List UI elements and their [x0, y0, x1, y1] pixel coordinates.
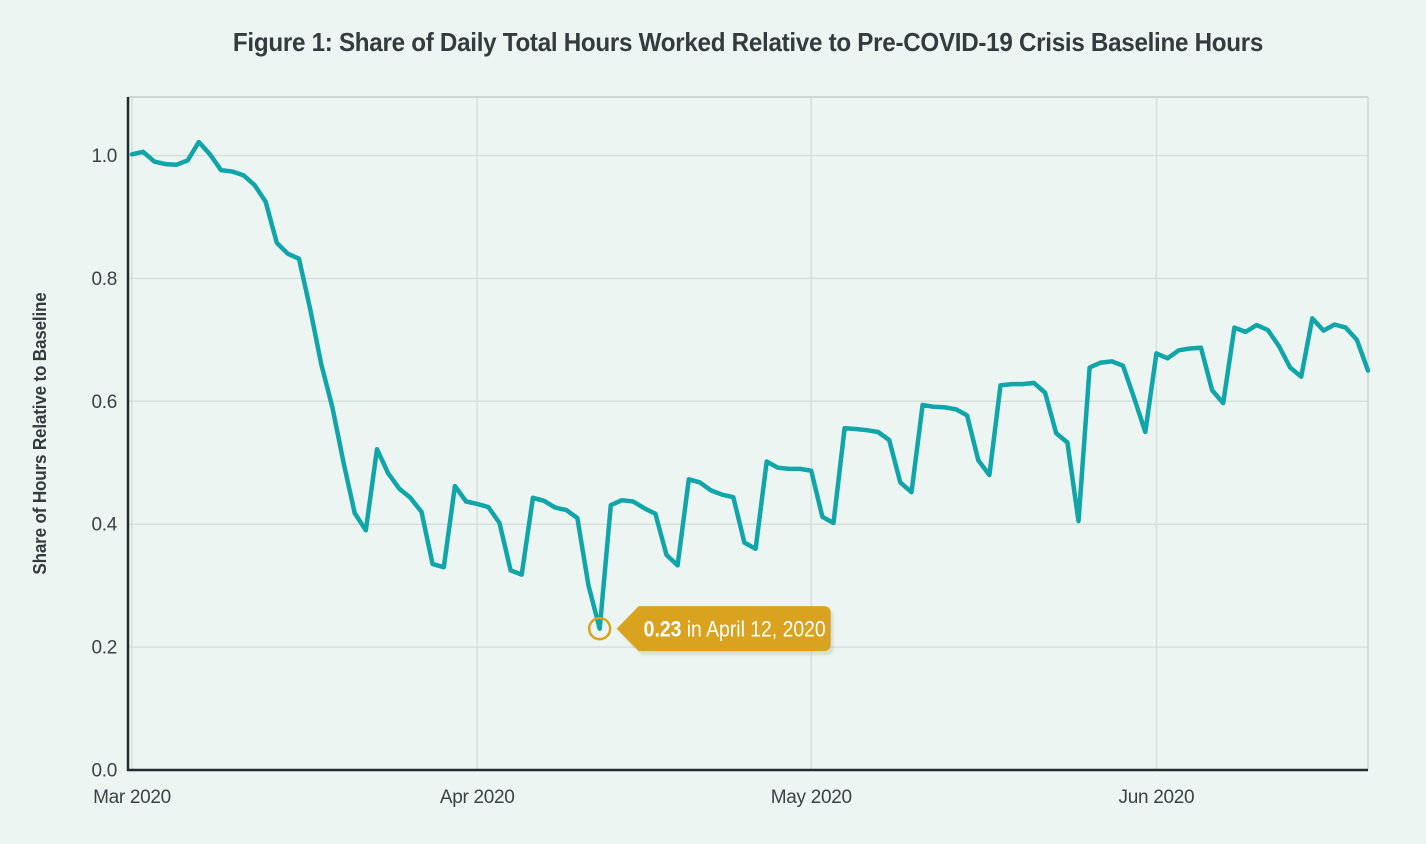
annotation-label: 0.23 in April 12, 2020: [644, 617, 826, 642]
x-tick-label: Apr 2020: [440, 787, 515, 808]
y-tick-label: 0.4: [91, 515, 117, 536]
annotation-value: 0.23: [644, 617, 682, 642]
y-tick-label: 0.8: [91, 269, 117, 290]
y-tick-label: 0.0: [91, 761, 117, 782]
annotation-flag: [616, 606, 831, 652]
gridlines: [128, 97, 1368, 770]
y-tick-label: 1.0: [91, 146, 117, 167]
annotation: 0.23 in April 12, 2020: [587, 606, 831, 652]
x-tick-label: May 2020: [771, 787, 852, 808]
y-axis-title-text: Share of Hours Relative to Baseline: [30, 292, 51, 575]
tick-labels: 0.0 0.2 0.4 0.6 0.8 1.0 Mar 2020 Apr 2020 May 20…: [91, 146, 1194, 808]
annotation-date-text: in April 12, 2020: [681, 617, 825, 642]
x-tick-label: Mar 2020: [93, 787, 171, 808]
axes: [126, 96, 1369, 772]
chart-title: Figure 1: Share of Daily Total Hours Wor…: [232, 27, 1264, 57]
x-tick-label: Jun 2020: [1119, 787, 1195, 808]
data-series: [129, 139, 1371, 631]
annotation-marker-circle: [587, 616, 612, 641]
hours-series-line: [129, 139, 1371, 631]
y-tick-label: 0.6: [91, 392, 117, 413]
y-axis-title: Share of Hours Relative to Baseline: [2, 97, 80, 770]
y-tick-label: 0.2: [91, 638, 117, 659]
